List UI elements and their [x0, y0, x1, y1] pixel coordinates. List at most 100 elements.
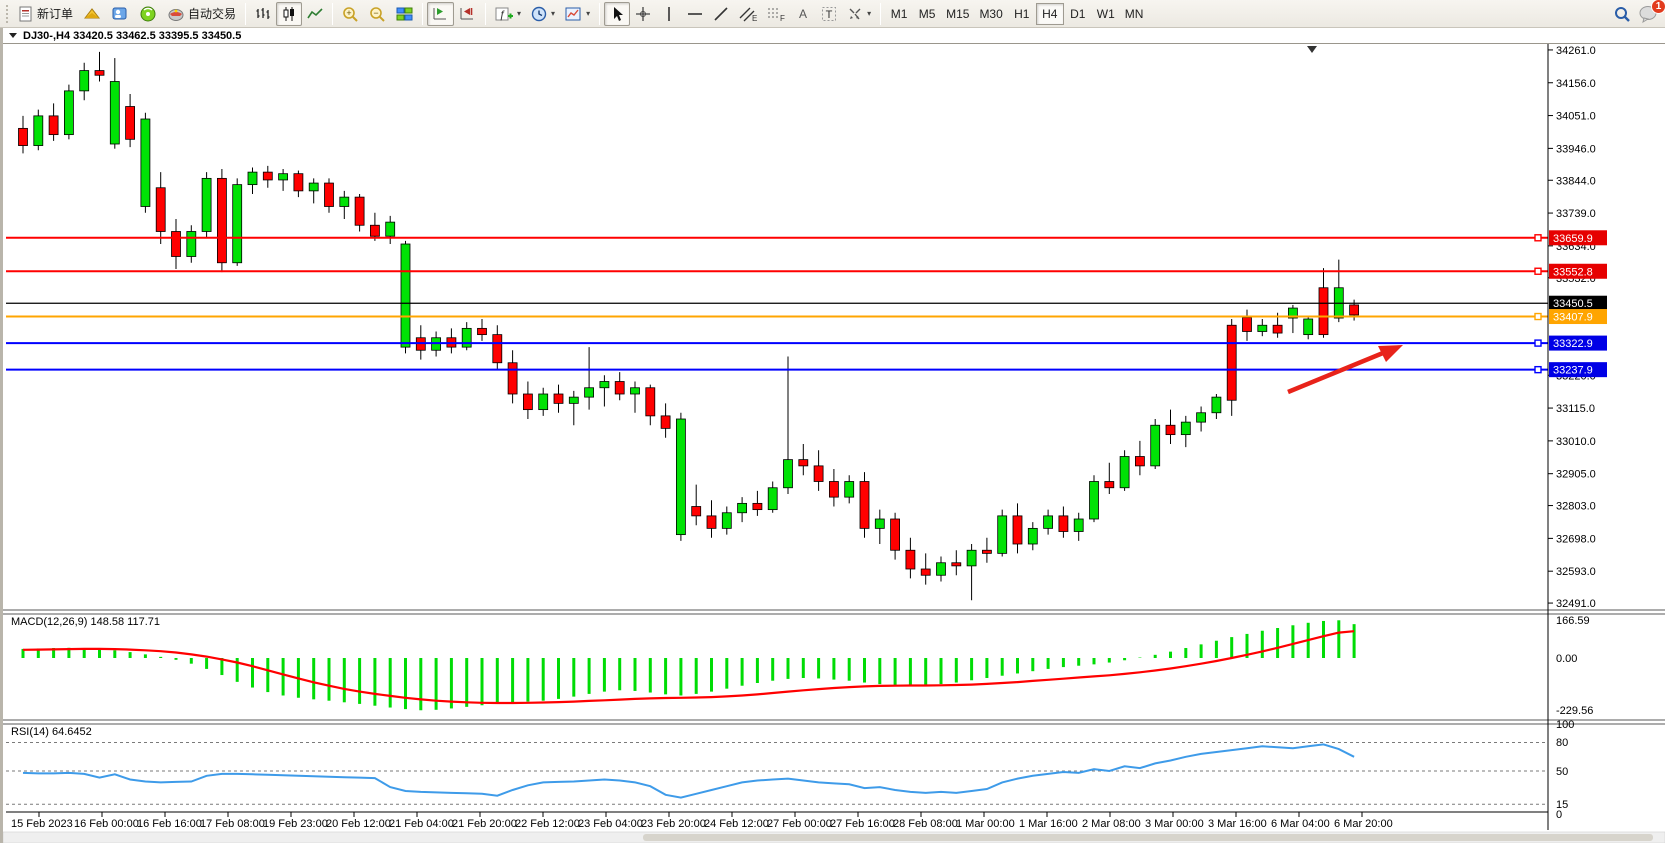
- macd-signal-line: [22, 630, 1355, 705]
- periods-button[interactable]: ▾: [526, 2, 560, 26]
- candle-body: [767, 487, 778, 511]
- candle-body: [492, 334, 503, 364]
- candle-body: [216, 177, 227, 264]
- text-label-button[interactable]: T: [816, 2, 842, 26]
- tf-d1-button[interactable]: D1: [1070, 6, 1086, 21]
- indicators-button[interactable]: ƒ ▾: [490, 2, 526, 26]
- time-tick-label: 15 Feb 2023: [11, 818, 73, 830]
- auto-trading-button[interactable]: 自动交易: [162, 2, 241, 26]
- candle-body: [829, 481, 839, 498]
- dropdown-caret: ▾: [551, 9, 556, 18]
- time-tick-label: 17 Feb 08:00: [200, 818, 265, 830]
- notifications-chat-icon[interactable]: 1: [1639, 0, 1665, 24]
- rsi-label: RSI(14) 64.6452: [11, 726, 92, 738]
- candle-body: [1119, 456, 1130, 489]
- scrollbar-thumb[interactable]: [643, 834, 1653, 841]
- line-end-marker[interactable]: [1534, 365, 1542, 374]
- line-end-marker[interactable]: [1534, 339, 1542, 347]
- toolbar-grip[interactable]: [5, 3, 10, 24]
- candle-body: [278, 173, 289, 181]
- tf-h1-button[interactable]: H1: [1014, 6, 1030, 21]
- trendline-icon: [713, 6, 729, 22]
- price-tick-label: 34156.0: [1556, 78, 1596, 90]
- market-watch-icon: [83, 6, 101, 22]
- window-menu-icon[interactable]: [9, 33, 17, 38]
- auto-scroll-button[interactable]: [427, 1, 455, 26]
- svg-text:−: −: [373, 8, 378, 18]
- tf-m30-button[interactable]: M30: [979, 6, 1003, 21]
- candle-body: [997, 515, 1008, 554]
- market-watch-button[interactable]: [78, 2, 106, 26]
- cursor-button[interactable]: [604, 1, 631, 26]
- text-button[interactable]: A: [790, 2, 816, 26]
- time-tick-label: 23 Feb 20:00: [641, 818, 706, 830]
- horizontal-line-icon: [687, 6, 703, 22]
- signals-button[interactable]: [134, 2, 162, 26]
- candle-body: [905, 549, 916, 570]
- bar-chart-icon: [255, 6, 271, 22]
- dropdown-caret: ▾: [517, 9, 522, 18]
- text-label-icon: T: [821, 6, 837, 22]
- price-badge: [1549, 263, 1607, 279]
- price-tick-label: 33115.0: [1556, 403, 1595, 415]
- tf-mn-button[interactable]: MN: [1124, 6, 1144, 21]
- candle-body: [584, 387, 594, 398]
- tile-windows-button[interactable]: [391, 2, 418, 26]
- candle-body: [18, 127, 28, 146]
- price-tick-label: 32593.0: [1556, 566, 1596, 578]
- line-end-marker[interactable]: [1534, 312, 1542, 321]
- trendline-button[interactable]: [708, 2, 734, 26]
- rsi-axis-label: 100: [1556, 719, 1574, 731]
- rsi-axis-label: 80: [1556, 737, 1568, 749]
- price-badge-label: 33659.9: [1553, 233, 1593, 245]
- macd-label: MACD(12,26,9) 148.58 117.71: [11, 616, 160, 628]
- candlestick-chart-icon: [281, 6, 297, 22]
- price-badge: [1549, 309, 1607, 325]
- line-chart-button[interactable]: [302, 2, 328, 26]
- candlestick-chart-button[interactable]: [276, 1, 303, 26]
- vertical-line-button[interactable]: [656, 2, 682, 26]
- equidistant-channel-button[interactable]: E: [734, 2, 762, 26]
- candle-body: [324, 182, 334, 207]
- tf-m5-button[interactable]: M5: [918, 6, 936, 21]
- chart-canvas[interactable]: MACD(12,26,9) 148.58 117.71 RSI(14) 64.64…: [3, 44, 1665, 843]
- tf-m1-button[interactable]: M1: [890, 6, 908, 21]
- data-window-button[interactable]: [106, 2, 134, 26]
- fibonacci-button[interactable]: F: [762, 2, 790, 26]
- main-toolbar: 新订单 自动交易: [0, 0, 1665, 28]
- zoom-in-button[interactable]: +: [337, 2, 364, 26]
- line-end-marker[interactable]: [1534, 267, 1542, 275]
- svg-text:ƒ: ƒ: [499, 9, 505, 21]
- tf-m15-button[interactable]: M15: [946, 6, 970, 21]
- svg-text:A: A: [799, 7, 807, 21]
- chart-shift-marker[interactable]: [1307, 46, 1317, 53]
- tf-h4-button[interactable]: H4: [1035, 2, 1064, 25]
- tf-w1-button[interactable]: W1: [1096, 6, 1115, 21]
- price-badge: [1549, 362, 1607, 378]
- candle-body: [33, 115, 44, 146]
- candle-body: [1027, 527, 1038, 545]
- chart-title-bar: DJ30-,H4 33420.5 33462.5 33395.5 33450.5: [3, 28, 1665, 44]
- horizontal-line-button[interactable]: [682, 2, 708, 26]
- candle-body: [890, 518, 900, 551]
- search-icon[interactable]: [1613, 5, 1631, 23]
- arrows-button[interactable]: ▾: [842, 2, 876, 26]
- zoom-out-button[interactable]: −: [364, 2, 391, 26]
- crosshair-button[interactable]: [630, 2, 656, 26]
- templates-button[interactable]: ▾: [560, 2, 595, 26]
- price-tick-label: 33010.0: [1556, 436, 1596, 448]
- candle-body: [813, 465, 824, 482]
- candle-body: [1242, 317, 1252, 332]
- rsi-axis-label: 15: [1556, 799, 1568, 811]
- candle-body: [1272, 324, 1283, 334]
- time-tick-label: 28 Feb 08:00: [893, 818, 958, 830]
- line-end-marker[interactable]: [1534, 234, 1542, 242]
- candle-body: [79, 70, 90, 92]
- bar-chart-button[interactable]: [250, 2, 276, 26]
- trend-arrow-annotation[interactable]: [1287, 350, 1384, 395]
- candle-body: [1150, 424, 1161, 467]
- new-order-button[interactable]: 新订单: [13, 2, 78, 26]
- rsi-line: [22, 743, 1355, 799]
- candle-body: [369, 224, 380, 237]
- chart-shift-button[interactable]: [454, 2, 481, 26]
